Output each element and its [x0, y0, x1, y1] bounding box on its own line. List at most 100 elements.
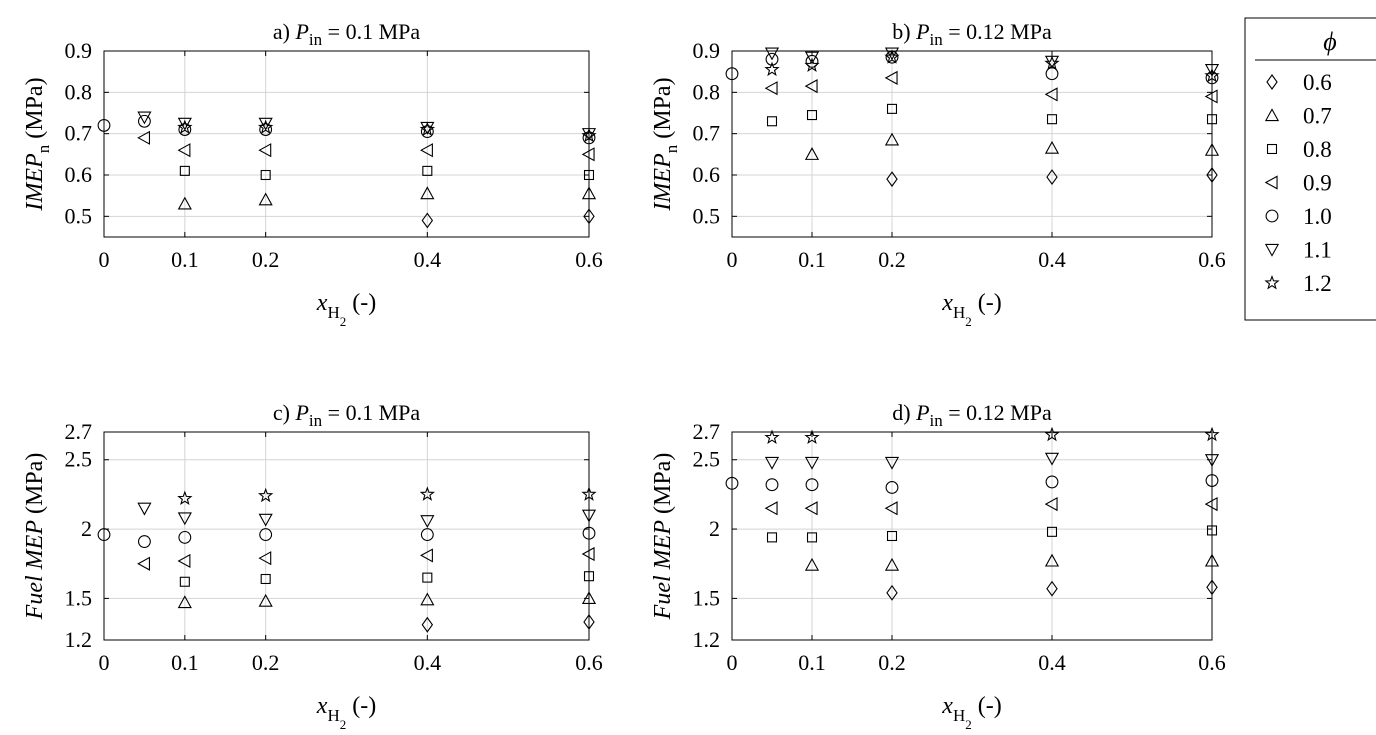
y-tick-label: 2.5 — [65, 447, 93, 472]
xlabel-subscript: H — [953, 303, 965, 322]
x-axis-label: xH2 (-) — [941, 693, 1001, 732]
xlabel-subsubscript: 2 — [340, 314, 347, 329]
x-axis-label: xH2 (-) — [316, 290, 376, 329]
chart-panel-c: 0 0.1 0.2 0.4 0.6 1.2 1.5 2 2.5 2.7 c) Pin = 0.1 M… — [22, 400, 603, 732]
data-point-circle — [765, 478, 779, 492]
data-point-triangle-left — [884, 70, 898, 85]
data-point-triangle-up — [1044, 553, 1060, 567]
y-tick-label: 0.9 — [693, 38, 721, 63]
data-point-triangle-down — [884, 47, 900, 61]
data-point-triangle-up — [884, 132, 900, 146]
y-tick-label: 0.9 — [65, 38, 93, 63]
data-point-triangle-left — [137, 556, 151, 571]
data-point-circle — [97, 528, 111, 542]
ylabel-variable: IMEP — [650, 153, 676, 212]
data-point-diamond — [1206, 579, 1218, 596]
data-point-star — [581, 486, 597, 501]
title-prefix: b) — [892, 19, 916, 44]
y-axis-label: IMEPn (MPa) — [22, 77, 53, 211]
data-point-triangle-down — [258, 513, 273, 527]
legend-item-label: 0.6 — [1303, 70, 1332, 95]
xlabel-subsubscript: 2 — [340, 717, 347, 732]
data-point-triangle-left — [258, 143, 272, 158]
data-point-triangle-up — [258, 593, 273, 607]
x-tick-label: 0.6 — [575, 650, 603, 675]
legend-item-label: 0.7 — [1303, 104, 1332, 129]
x-tick-label: 0.2 — [252, 650, 280, 675]
series-1.1 — [137, 502, 597, 529]
y-tick-label: 1.5 — [693, 585, 721, 610]
data-point-triangle-left — [1204, 497, 1218, 512]
data-point-diamond — [421, 212, 434, 229]
y-axis-label: Fuel MEP (MPa) — [22, 453, 48, 621]
data-point-triangle-left — [581, 546, 595, 562]
y-axis-label: IMEPn (MPa) — [650, 77, 681, 211]
data-point-diamond — [886, 584, 898, 601]
data-point-star — [884, 49, 900, 64]
y-tick-label: 1.5 — [65, 585, 93, 610]
chart-title: a) Pin = 0.1 MPa — [273, 19, 420, 49]
data-point-triangle-left — [804, 79, 818, 94]
data-point-circle — [178, 123, 192, 136]
data-point-square — [179, 165, 190, 176]
series-1.2 — [764, 426, 1220, 445]
data-point-triangle-up — [804, 147, 820, 160]
square-icon — [1266, 143, 1278, 155]
data-point-circle — [885, 481, 899, 494]
title-suffix: = 0.1 MPa — [322, 19, 420, 44]
data-point-star — [764, 429, 780, 445]
ylabel-suffix: (MPa) — [650, 77, 676, 144]
y-tick-label: 0.8 — [693, 79, 721, 104]
series-0.9 — [137, 130, 595, 162]
data-point-triangle-up — [258, 192, 273, 206]
series-0.8 — [766, 103, 1218, 127]
title-variable: P — [294, 19, 308, 44]
data-point-circle — [420, 528, 434, 542]
data-point-triangle-up — [177, 595, 192, 609]
x-tick-label: 0.6 — [1198, 247, 1226, 272]
data-point-triangle-left — [1044, 87, 1058, 102]
triangle-down-icon — [1264, 243, 1280, 257]
data-point-triangle-down — [137, 502, 152, 516]
title-suffix: = 0.12 MPa — [943, 19, 1052, 44]
data-point-circle — [420, 125, 434, 139]
series-1.1 — [764, 47, 1220, 77]
triangle-up-icon — [1264, 108, 1280, 122]
data-point-triangle-down — [804, 51, 820, 65]
data-point-triangle-left — [258, 551, 272, 566]
chart-panel-a: 0 0.1 0.2 0.4 0.6 0.5 0.6 0.7 0.8 0.9 a) Pin = 0.1… — [22, 19, 603, 329]
data-point-triangle-left — [581, 147, 595, 162]
y-tick-label: 2.5 — [693, 447, 721, 472]
data-point-square — [1046, 526, 1058, 537]
legend-item-label: 1.1 — [1303, 238, 1332, 263]
x-tick-label: 0.2 — [878, 247, 906, 272]
series-0.7 — [804, 553, 1220, 571]
data-point-diamond — [1046, 169, 1058, 186]
title-suffix: = 0.1 MPa — [322, 400, 420, 425]
series-1.0 — [725, 50, 1219, 85]
y-tick-label: 0.5 — [65, 203, 93, 228]
series-0.6 — [421, 614, 595, 633]
data-point-triangle-down — [764, 456, 780, 470]
data-point-star — [258, 487, 274, 503]
ylabel-suffix: (MPa) — [650, 453, 676, 520]
chart-panel-b: 0 0.1 0.2 0.4 0.6 0.5 0.6 0.7 0.8 0.9 b) Pin = 0.1… — [650, 19, 1226, 329]
x-tick-label: 0.4 — [414, 650, 442, 675]
data-point-circle — [805, 478, 819, 492]
data-point-triangle-up — [420, 186, 435, 200]
data-point-diamond — [1206, 167, 1218, 183]
title-variable: P — [294, 400, 308, 425]
data-point-circle — [178, 530, 192, 544]
series-1.1 — [764, 452, 1220, 470]
data-point-square — [1206, 525, 1218, 536]
x-tick-label: 0.1 — [171, 650, 199, 675]
x-tick-label: 0 — [99, 247, 110, 272]
data-point-circle — [259, 528, 273, 542]
chart-title: d) Pin = 0.12 MPa — [892, 400, 1052, 430]
series-0.9 — [137, 546, 595, 571]
data-point-triangle-down — [177, 117, 192, 131]
y-tick-label: 0.5 — [693, 203, 721, 228]
panels: 0 0.1 0.2 0.4 0.6 0.5 0.6 0.7 0.8 0.9 a) Pin = 0.1… — [22, 19, 1226, 732]
xlabel-variable: x — [941, 693, 953, 719]
data-point-triangle-down — [177, 512, 192, 526]
